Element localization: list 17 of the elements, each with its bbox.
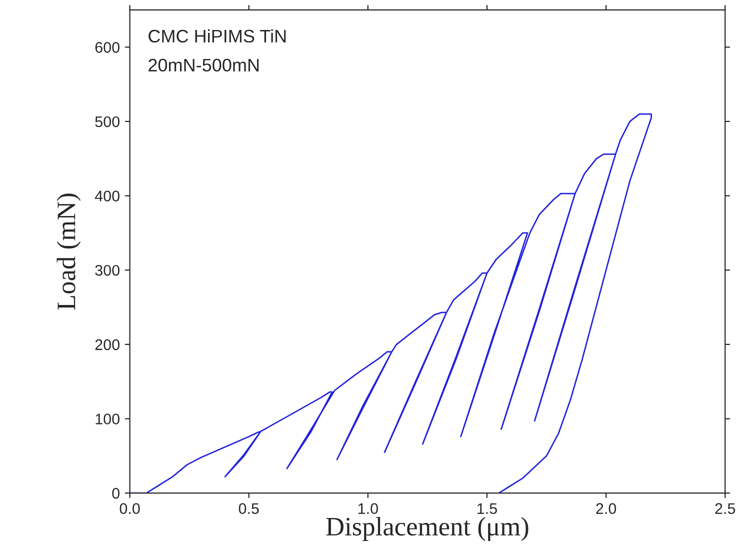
- x-tick-label: 2.0: [596, 503, 616, 514]
- annotation: CMC HiPIMS TiN: [148, 29, 286, 43]
- y-tick-label: 100: [96, 414, 120, 424]
- x-tick-label: 0.0: [120, 503, 140, 514]
- annotation: 20mN-500mN: [148, 58, 259, 72]
- x-tick-label: 1.5: [478, 503, 497, 514]
- y-axis-title: Load (mN): [56, 194, 81, 310]
- x-axis-title: Displacement (μm): [326, 517, 528, 541]
- y-tick-label: 200: [95, 339, 120, 350]
- x-tick-label: 0.5: [238, 503, 259, 514]
- y-tick-label: 500: [95, 116, 120, 128]
- x-tick-label: 1.0: [358, 503, 378, 514]
- y-tick-label: 300: [95, 264, 120, 276]
- y-tick-label: 400: [94, 190, 120, 202]
- x-tick-label: 2.5: [715, 503, 736, 514]
- y-tick-label: 600: [95, 42, 120, 53]
- y-tick-label: 0: [112, 488, 120, 499]
